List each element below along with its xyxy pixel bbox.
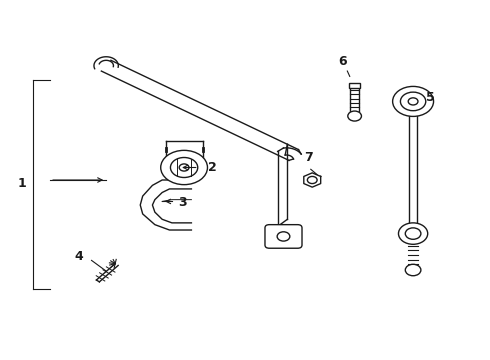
Text: 1: 1	[18, 177, 27, 190]
Text: 3: 3	[178, 195, 186, 209]
Text: 5: 5	[426, 91, 435, 104]
Circle shape	[307, 176, 317, 184]
Text: 6: 6	[338, 55, 347, 68]
Circle shape	[405, 228, 421, 239]
Circle shape	[161, 150, 207, 185]
Circle shape	[171, 157, 198, 177]
Circle shape	[348, 111, 362, 121]
Circle shape	[400, 92, 426, 111]
Circle shape	[408, 98, 418, 105]
Circle shape	[392, 86, 434, 116]
Circle shape	[179, 164, 189, 171]
FancyBboxPatch shape	[265, 225, 302, 248]
Circle shape	[277, 232, 290, 241]
Bar	[349, 83, 360, 88]
Circle shape	[405, 264, 421, 276]
Text: 4: 4	[74, 250, 83, 263]
Circle shape	[398, 223, 428, 244]
Text: 2: 2	[208, 161, 217, 174]
Text: 7: 7	[304, 151, 313, 164]
